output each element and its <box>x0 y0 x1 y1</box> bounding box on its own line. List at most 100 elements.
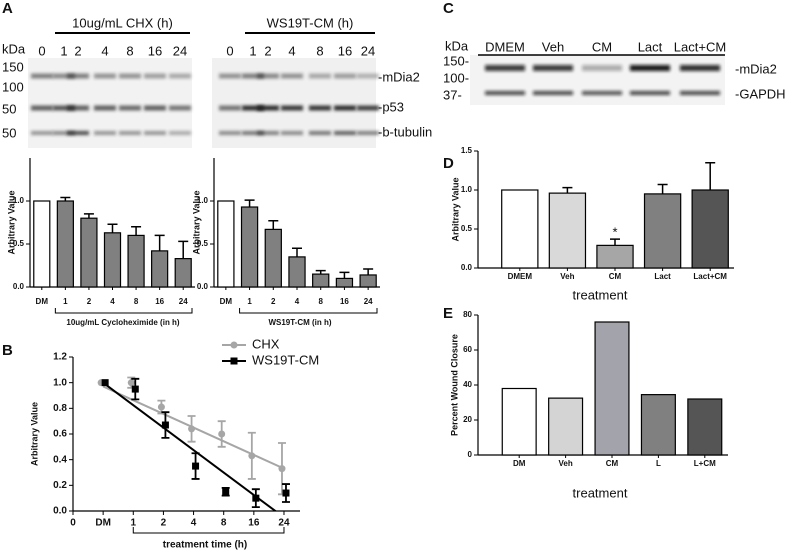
y-tick-label: 0.0 <box>13 282 25 291</box>
blot-band <box>680 91 720 95</box>
band-label: -p53 <box>378 99 404 114</box>
lane-label: 4 <box>101 43 108 58</box>
error-bar <box>131 226 142 236</box>
x-tick-label: DM <box>513 459 526 468</box>
point <box>222 488 230 496</box>
blot-band <box>257 73 279 79</box>
bar <box>103 232 122 288</box>
point <box>161 421 169 429</box>
bar <box>501 387 537 456</box>
x-tick-label: 1 <box>130 518 136 529</box>
y-tick-label: 0.4 <box>53 454 67 465</box>
bar <box>643 193 682 269</box>
bar <box>312 273 330 288</box>
panel-letter: C <box>443 0 454 17</box>
point <box>188 425 196 433</box>
lane-label: 4 <box>288 43 295 58</box>
bar <box>56 200 74 288</box>
panel-letter: E <box>443 305 453 322</box>
bar <box>264 228 282 288</box>
x-tick-label: CM <box>609 272 622 281</box>
lane-label: 16 <box>148 43 162 58</box>
blot-band <box>357 131 379 135</box>
lane-label: 24 <box>173 43 187 58</box>
group-title: 10ug/mL CHX (h) <box>72 15 173 30</box>
lane-label: CM <box>592 39 612 54</box>
x-axis-label: treatment <box>573 485 628 500</box>
band-label: -GAPDH <box>735 86 786 101</box>
blot-band <box>169 105 191 111</box>
bar <box>596 244 634 269</box>
bar <box>501 189 539 269</box>
blot-band <box>169 131 191 135</box>
bar <box>240 206 259 288</box>
blot-band <box>533 65 573 71</box>
lane-label: 24 <box>361 43 375 58</box>
bar <box>359 274 377 288</box>
y-axis-label: Percent Wound Closure <box>449 334 459 436</box>
x-tick-label: Veh <box>558 459 572 468</box>
x-tick-label: 4 <box>191 518 197 529</box>
error-bar <box>154 234 165 251</box>
blot-band <box>94 131 116 135</box>
blot-band <box>582 91 622 95</box>
x-tick-label: CM <box>606 459 619 468</box>
blot-band <box>31 105 53 111</box>
band-label: -mDia2 <box>378 69 420 84</box>
blot-band <box>144 131 166 135</box>
blot-band <box>357 73 379 79</box>
blot-band <box>67 105 89 111</box>
y-axis-label: Arbitrary Value <box>450 177 460 241</box>
marker-label: 100 <box>2 79 24 94</box>
point <box>101 379 109 387</box>
y-tick-label: 60 <box>463 345 472 354</box>
x-tick-label: 8 <box>318 297 323 306</box>
blot-band <box>533 91 573 95</box>
blot-band <box>309 105 331 111</box>
x-tick-label: DM <box>36 297 49 306</box>
y-tick-label: 1.0 <box>197 196 209 205</box>
error-bar <box>657 183 668 194</box>
blot-band <box>242 105 264 111</box>
blot-band <box>680 65 720 71</box>
blot-band <box>219 73 241 79</box>
lane-label: Lact+CM <box>674 39 726 54</box>
kda-label: kDa <box>445 38 469 53</box>
blot-band <box>485 91 525 95</box>
y-tick-label: 40 <box>463 380 472 389</box>
point <box>282 489 290 497</box>
lane-label: Veh <box>542 39 564 54</box>
x-tick-label: DM <box>95 518 111 529</box>
lane-label: 8 <box>316 43 323 58</box>
lane-label: 1 <box>249 43 256 58</box>
blot-band <box>582 65 622 71</box>
panel-letter: A <box>2 0 13 17</box>
y-tick-label: 1.0 <box>461 185 473 194</box>
blot-band <box>119 105 141 111</box>
point <box>252 494 260 502</box>
point <box>278 465 286 473</box>
blot-band <box>309 131 331 135</box>
bar <box>174 258 192 288</box>
blot-band <box>31 73 53 79</box>
x-tick-label: 2 <box>161 518 167 529</box>
lane-label: 0 <box>226 43 233 58</box>
lane-label: DMEM <box>485 39 525 54</box>
marker-label: 50 <box>2 125 16 140</box>
lane-label: 0 <box>38 43 45 58</box>
x-tick-label: 2 <box>87 297 92 306</box>
lane-label: 8 <box>126 43 133 58</box>
x-axis-label: treatment time (h) <box>163 540 247 551</box>
point <box>157 403 165 411</box>
kda-label: kDa <box>2 41 26 56</box>
x-tick-label: DMEM <box>508 272 533 281</box>
blot-band <box>281 105 303 111</box>
blot-band <box>257 105 279 111</box>
y-tick-label: 1.2 <box>53 352 67 363</box>
y-tick-label: 1.0 <box>53 377 67 388</box>
y-tick-label: 0.5 <box>461 224 473 233</box>
bar <box>691 189 729 269</box>
error-bar <box>292 247 302 257</box>
y-tick-label: 0.2 <box>53 480 67 491</box>
blot-band <box>281 131 303 135</box>
